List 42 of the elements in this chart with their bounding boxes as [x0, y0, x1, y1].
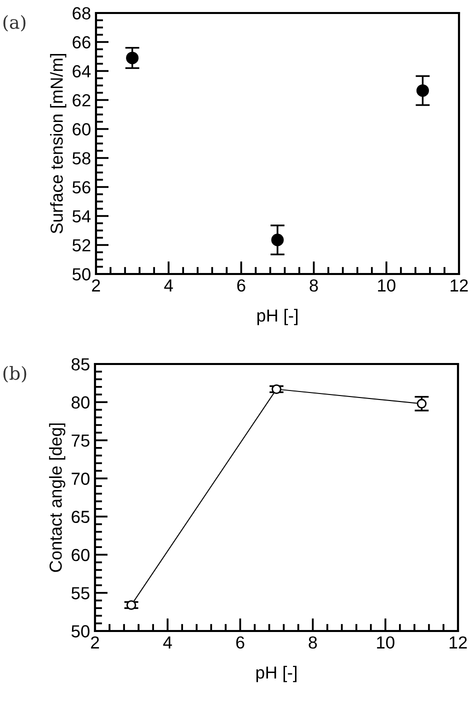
point	[126, 52, 139, 64]
y-tick-label: 52	[72, 239, 90, 252]
x-tick-label: 12	[450, 636, 467, 648]
x-tick-label: 10	[378, 279, 396, 292]
y-tick-label: 55	[72, 587, 90, 600]
y-tick-label: 65	[72, 510, 90, 524]
point	[416, 398, 427, 409]
x-axis-title: pH [-]	[256, 666, 296, 682]
y-tick-label: 54	[72, 210, 91, 222]
x-tick-label: 8	[310, 279, 318, 292]
x-tick-label: 2	[92, 279, 100, 292]
y-tick-label: 60	[72, 123, 90, 136]
point	[272, 384, 282, 394]
y-tick-label: 75	[72, 434, 90, 447]
x-tick-label: 10	[377, 636, 394, 649]
point	[126, 600, 136, 610]
point	[271, 234, 284, 246]
point	[416, 84, 429, 97]
y-tick-label: 60	[72, 548, 90, 562]
y-tick-label: 85	[72, 358, 90, 370]
x-tick-label: 6	[236, 636, 244, 649]
x-axis-title: pH [-]	[257, 308, 298, 326]
y-tick-label: 70	[72, 472, 90, 485]
x-tick-label: 2	[91, 636, 99, 648]
y-tick-label: 58	[72, 152, 90, 164]
x-tick-label: 12	[450, 279, 468, 292]
text: (a)	[3, 15, 26, 32]
y-tick-label: 80	[72, 396, 90, 409]
y-axis-title: Surface tension [mN/m]	[50, 54, 66, 234]
x-tick-label: 4	[163, 636, 172, 648]
y-tick-label: 50	[72, 268, 90, 280]
x-tick-label: 8	[308, 636, 317, 649]
text: (b)	[3, 366, 26, 383]
y-tick-label: 50	[72, 625, 90, 638]
y-tick-label: 56	[72, 181, 90, 194]
y-tick-label: 68	[72, 7, 90, 20]
y-tick-label: 66	[72, 36, 90, 48]
y-axis-title: Contact angle [deg]	[49, 423, 66, 572]
x-tick-label: 4	[164, 280, 173, 292]
x-tick-label: 6	[237, 279, 246, 292]
y-tick-label: 62	[72, 94, 90, 106]
y-tick-label: 64	[72, 65, 91, 78]
